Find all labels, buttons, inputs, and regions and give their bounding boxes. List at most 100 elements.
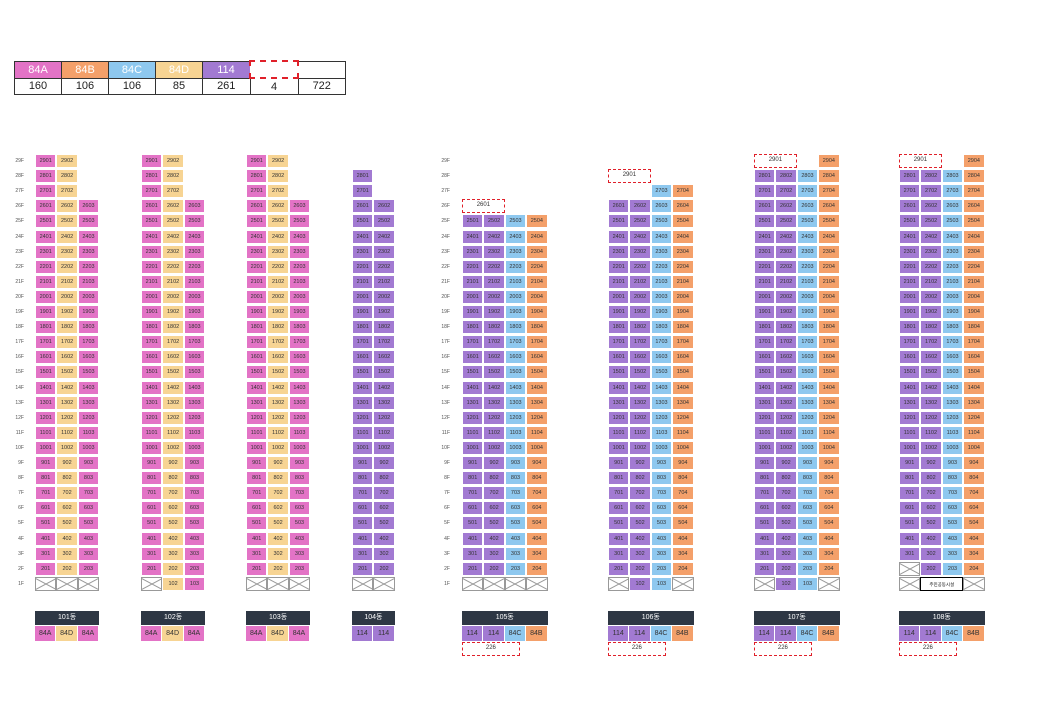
building-unit-type: 84A [183, 626, 206, 641]
unit-cell: 703 [288, 486, 311, 501]
unit-cell: 401 [35, 531, 57, 546]
unit-cell: 402 [162, 531, 184, 546]
unit-cell: 1001 [754, 440, 776, 455]
unit-cell: 2502 [162, 214, 184, 229]
unit-cell: 2004 [672, 289, 694, 304]
unit-cell: 704 [818, 486, 840, 501]
building-unit-type: 84C [650, 626, 673, 641]
unit-cell: 2302 [483, 244, 505, 259]
unit-cell: 1302 [775, 395, 797, 410]
unit-cell: 1202 [267, 410, 289, 425]
unit-cell: 2103 [504, 274, 527, 289]
unit-cell: 2701 [754, 184, 776, 199]
unit-cell: 1101 [246, 425, 268, 440]
unit-cell: 2801 [754, 169, 776, 184]
unit-cell: 1602 [483, 350, 505, 365]
unit-cell: 1501 [35, 365, 57, 380]
unit-cell: 1801 [462, 320, 484, 335]
unit-cell: 2501 [754, 214, 776, 229]
unit-cell: 1903 [941, 305, 964, 319]
unit-cell: 1102 [56, 425, 78, 440]
unit-cell: 1903 [650, 305, 673, 319]
penthouse-226-unit: 2901 [899, 154, 942, 168]
unit-cell: 701 [608, 486, 630, 501]
unit-cell: 2202 [373, 259, 395, 274]
unit-cell: 1902 [56, 305, 78, 319]
building-unit-type: 114 [920, 626, 942, 641]
unit-cell: 1501 [246, 365, 268, 380]
unit-cell: 2601 [246, 199, 268, 214]
unit-cell: 2404 [672, 229, 694, 244]
unit-cell: 704 [963, 486, 985, 501]
unit-cell: 402 [629, 531, 651, 546]
unit-cell: 2004 [526, 289, 548, 304]
unit-cell: 1603 [77, 350, 100, 365]
unit-cell: 2101 [35, 274, 57, 289]
unit-cell: 504 [526, 516, 548, 531]
unit-cell: 301 [462, 546, 484, 561]
unit-cell: 2001 [899, 289, 921, 304]
unit-cell: 503 [504, 516, 527, 531]
unit-cell: 1103 [941, 425, 964, 440]
unit-cell: 2501 [462, 214, 484, 229]
unit-cell: 2501 [608, 214, 630, 229]
unit-cell: 1003 [796, 440, 819, 455]
unit-cell-empty [526, 576, 548, 591]
unit-cell: 902 [373, 456, 395, 470]
unit-cell: 1303 [77, 395, 100, 410]
unit-cell: 2503 [941, 214, 964, 229]
unit-cell: 1703 [650, 335, 673, 350]
unit-cell: 1403 [288, 380, 311, 395]
unit-cell: 703 [183, 486, 206, 501]
unit-cell: 501 [35, 516, 57, 531]
unit-cell: 801 [754, 471, 776, 486]
unit-cell: 2604 [963, 199, 985, 214]
floor-label: 14F [441, 384, 450, 391]
unit-cell: 903 [941, 456, 964, 470]
unit-cell: 2403 [504, 229, 527, 244]
unit-cell-empty [504, 576, 527, 591]
unit-cell: 2904 [818, 154, 840, 168]
unit-cell: 901 [899, 456, 921, 470]
legend-84d: 84D [155, 60, 203, 79]
unit-cell: 1202 [483, 410, 505, 425]
unit-cell: 703 [650, 486, 673, 501]
building-226-type: 226 [462, 642, 520, 656]
unit-cell: 2002 [775, 289, 797, 304]
unit-cell: 2802 [267, 169, 289, 184]
unit-cell: 1602 [56, 350, 78, 365]
unit-cell: 403 [288, 531, 311, 546]
floor-label: 21F [15, 278, 24, 285]
unit-cell: 2504 [526, 214, 548, 229]
unit-cell: 2302 [267, 244, 289, 259]
unit-cell: 301 [608, 546, 630, 561]
unit-cell: 202 [483, 561, 505, 576]
unit-cell: 1303 [941, 395, 964, 410]
unit-cell: 2802 [56, 169, 78, 184]
unit-cell: 1902 [629, 305, 651, 319]
unit-cell: 603 [183, 501, 206, 516]
unit-type-legend: 84A 84B 84C 84D 114 226 합계 160 106 106 8… [14, 60, 346, 95]
unit-cell: 1601 [141, 350, 163, 365]
unit-cell: 1802 [373, 320, 395, 335]
unit-cell: 1203 [941, 410, 964, 425]
unit-cell: 301 [754, 546, 776, 561]
unit-cell: 1504 [526, 365, 548, 380]
unit-cell: 102 [162, 576, 184, 591]
unit-cell: 604 [672, 501, 694, 516]
unit-cell: 1703 [183, 335, 206, 350]
unit-cell: 2604 [818, 199, 840, 214]
unit-cell: 1002 [162, 440, 184, 455]
unit-cell: 1003 [650, 440, 673, 455]
unit-cell-empty [754, 576, 776, 591]
unit-cell: 402 [920, 531, 942, 546]
unit-cell: 1904 [963, 305, 985, 319]
unit-cell: 904 [672, 456, 694, 470]
floor-label: 8F [18, 475, 24, 482]
unit-cell: 904 [818, 456, 840, 470]
unit-cell: 2001 [462, 289, 484, 304]
unit-cell: 801 [462, 471, 484, 486]
unit-cell: 501 [608, 516, 630, 531]
unit-cell: 702 [162, 486, 184, 501]
unit-cell: 1202 [56, 410, 78, 425]
